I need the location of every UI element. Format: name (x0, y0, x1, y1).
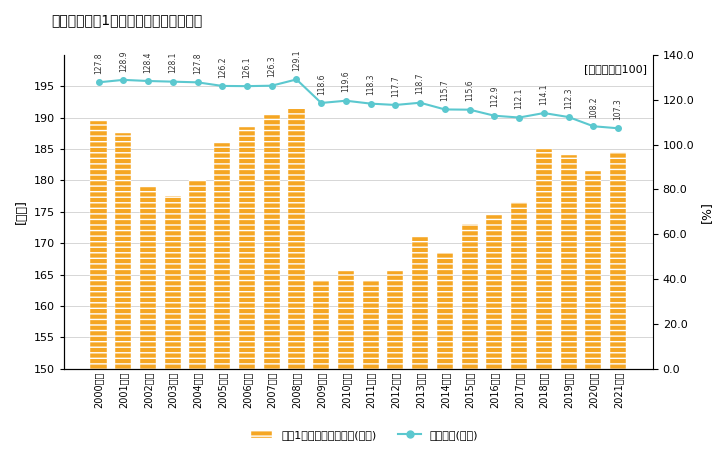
対全国比(右軸) (193, 80, 202, 85)
Bar (486, 215, 502, 369)
Text: 126.3: 126.3 (267, 56, 276, 77)
Bar (462, 225, 478, 369)
Line: 対全国比(右軸): 対全国比(右軸) (96, 76, 621, 131)
対全国比(右軸) (366, 101, 375, 106)
対全国比(右軸) (94, 80, 103, 85)
Text: 115.7: 115.7 (440, 80, 449, 101)
Bar (264, 115, 280, 369)
Bar (140, 187, 156, 369)
Text: 129.1: 129.1 (292, 50, 301, 71)
Bar (90, 121, 106, 369)
Text: 118.6: 118.6 (317, 73, 325, 94)
Bar (165, 196, 181, 369)
Text: 118.7: 118.7 (416, 73, 424, 94)
Text: 117.7: 117.7 (391, 75, 400, 97)
対全国比(右軸) (589, 124, 598, 129)
Y-axis label: [万円]: [万円] (15, 199, 28, 224)
対全国比(右軸) (416, 100, 424, 105)
Text: 126.2: 126.2 (218, 56, 226, 77)
Bar (313, 281, 329, 369)
対全国比(右軸) (168, 79, 177, 84)
対全国比(右軸) (218, 83, 226, 89)
対全国比(右軸) (292, 77, 301, 82)
Text: 119.6: 119.6 (341, 71, 350, 92)
対全国比(右軸) (515, 115, 523, 120)
対全国比(右軸) (267, 83, 276, 88)
Text: 128.4: 128.4 (143, 51, 153, 72)
対全国比(右軸) (490, 113, 499, 118)
Text: 東郷町の住民1人当たり個人所得の推移: 東郷町の住民1人当たり個人所得の推移 (51, 14, 202, 27)
Bar (511, 202, 527, 369)
Text: 112.9: 112.9 (490, 86, 499, 108)
対全国比(右軸) (614, 126, 622, 131)
対全国比(右軸) (440, 107, 449, 112)
Bar (412, 237, 428, 369)
Bar (610, 152, 626, 369)
Text: 128.1: 128.1 (168, 52, 177, 73)
Y-axis label: [%]: [%] (700, 201, 713, 223)
対全国比(右軸) (539, 110, 548, 116)
対全国比(右軸) (143, 78, 152, 84)
Bar (437, 252, 453, 369)
Text: 114.1: 114.1 (539, 83, 548, 105)
Text: [全国平均＝100]: [全国平均＝100] (584, 64, 647, 74)
対全国比(右軸) (317, 100, 325, 106)
対全国比(右軸) (341, 98, 350, 104)
Bar (189, 180, 205, 369)
Bar (115, 134, 131, 369)
Bar (536, 149, 552, 369)
Text: 127.8: 127.8 (193, 53, 202, 74)
Text: 112.3: 112.3 (564, 87, 573, 109)
Bar (214, 143, 230, 369)
Bar (239, 127, 255, 369)
Bar (387, 271, 403, 369)
Text: 112.1: 112.1 (515, 88, 523, 109)
Text: 107.3: 107.3 (614, 98, 622, 120)
Bar (288, 108, 304, 369)
対全国比(右軸) (242, 83, 251, 89)
対全国比(右軸) (119, 77, 127, 82)
Bar (363, 281, 379, 369)
Legend: 住民1人当たり個人所得(左軸), 対全国比(右軸): 住民1人当たり個人所得(左軸), 対全国比(右軸) (245, 426, 483, 445)
Text: 128.9: 128.9 (119, 50, 128, 72)
Bar (338, 271, 354, 369)
Text: 108.2: 108.2 (589, 96, 598, 118)
Bar (585, 171, 601, 369)
Text: 118.3: 118.3 (366, 74, 375, 95)
Bar (561, 155, 577, 369)
対全国比(右軸) (391, 102, 400, 108)
Text: 115.6: 115.6 (465, 80, 474, 101)
Text: 126.1: 126.1 (242, 56, 251, 78)
対全国比(右軸) (564, 114, 573, 120)
対全国比(右軸) (465, 107, 474, 112)
Text: 127.8: 127.8 (94, 53, 103, 74)
